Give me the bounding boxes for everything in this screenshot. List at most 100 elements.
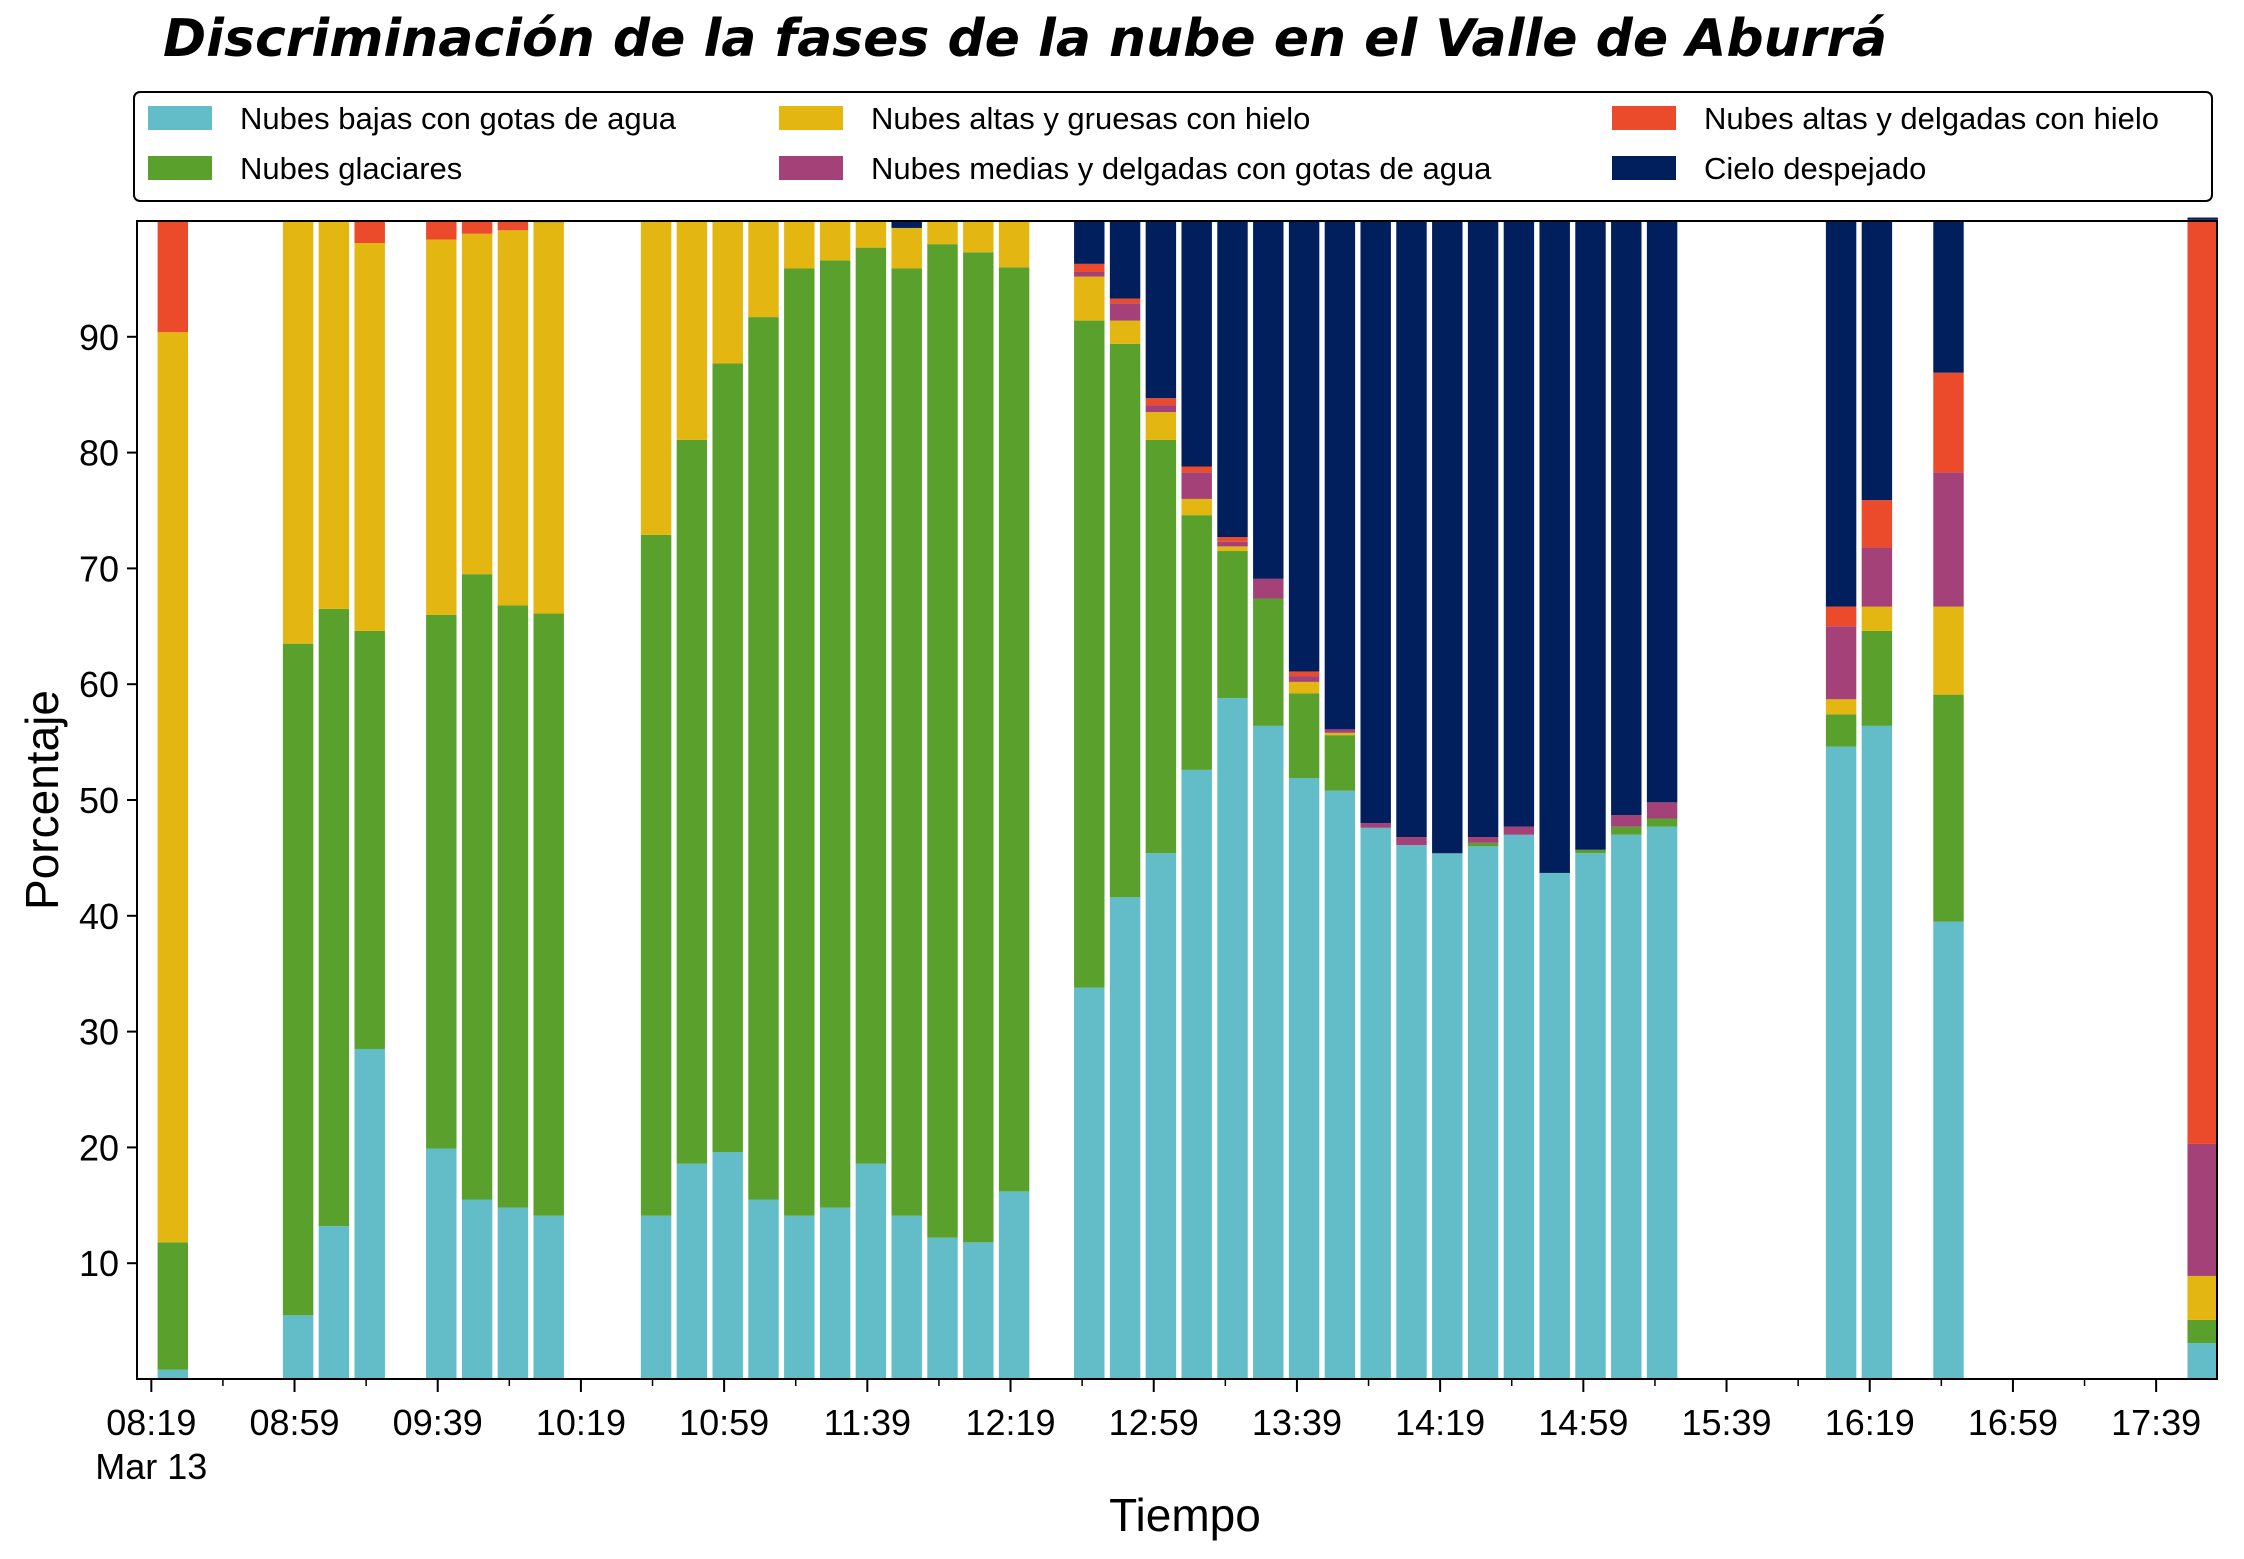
bar-segment-38-nubes-bajas-con-gotas-de-agua [1933, 921, 1964, 1379]
bar-segment-34-nubes-glaciares [1611, 826, 1642, 835]
bar-segment-25-nubes-glaciares [1288, 693, 1320, 778]
bar-segment-15-cielo-despejado [891, 221, 922, 228]
bar-segment-39-nubes-medias-y-delgadas-con-gotas-de-agua [2187, 1143, 2218, 1276]
bar-segment-21-nubes-altas-y-gruesas-con-hielo [1145, 412, 1177, 440]
bar-segment-31-cielo-despejado [1503, 221, 1535, 827]
bar-segment-17-nubes-bajas-con-gotas-de-agua [963, 1242, 994, 1379]
y-axis-label: Porcentaje [16, 690, 68, 910]
bar-segment-14-nubes-bajas-con-gotas-de-agua [855, 1163, 887, 1379]
bar-segment-36-nubes-bajas-con-gotas-de-agua [1825, 746, 1857, 1379]
bar-segment-25-nubes-altas-y-gruesas-con-hielo [1288, 681, 1320, 694]
bar-segment-34-nubes-bajas-con-gotas-de-agua [1611, 834, 1642, 1379]
bar-segment-5-nubes-glaciares [461, 574, 493, 1200]
x-tick-label: 12:59 [1109, 1402, 1199, 1443]
bar-segment-22-nubes-bajas-con-gotas-de-agua [1181, 769, 1212, 1379]
bar-segment-29-nubes-bajas-con-gotas-de-agua [1432, 853, 1463, 1379]
bar-segment-9-nubes-glaciares [676, 439, 708, 1164]
bar-segment-11-nubes-glaciares [748, 317, 779, 1200]
bar-segment-38-nubes-glaciares [1933, 694, 1964, 922]
bar-segment-23-nubes-bajas-con-gotas-de-agua [1217, 698, 1248, 1379]
bar-segment-11-nubes-bajas-con-gotas-de-agua [748, 1199, 779, 1379]
legend: Nubes bajas con gotas de agua Nubes altas… [133, 91, 2213, 202]
bar-segment-23-nubes-altas-y-gruesas-con-hielo [1217, 546, 1248, 552]
bar-segment-5-nubes-altas-y-delgadas-con-hielo [461, 221, 493, 234]
bar-segment-27-cielo-despejado [1360, 221, 1391, 824]
bar-segment-31-nubes-bajas-con-gotas-de-agua [1503, 834, 1535, 1379]
bar-segment-6-nubes-altas-y-delgadas-con-hielo [497, 221, 529, 231]
bar-segment-9-nubes-altas-y-gruesas-con-hielo [676, 221, 708, 440]
x-tick-label: 13:39 [1252, 1402, 1342, 1443]
bar-segment-5-nubes-altas-y-gruesas-con-hielo [461, 233, 493, 575]
bar-segment-25-cielo-despejado [1288, 221, 1320, 672]
bar-segment-30-nubes-glaciares [1467, 842, 1499, 847]
bar-segment-36-cielo-despejado [1825, 221, 1857, 607]
bar-segment-39-nubes-glaciares [2187, 1319, 2218, 1344]
x-tick-label: 09:39 [393, 1402, 483, 1443]
bar-segment-26-nubes-medias-y-delgadas-con-gotas-de-agua [1324, 729, 1356, 733]
bar-segment-26-cielo-despejado [1324, 221, 1356, 730]
x-tick-label: 14:19 [1395, 1402, 1485, 1443]
y-tick-label: 10 [79, 1243, 119, 1284]
bar-segment-34-nubes-medias-y-delgadas-con-gotas-de-agua [1611, 815, 1642, 827]
bar-segment-6-nubes-altas-y-gruesas-con-hielo [497, 230, 529, 606]
bar-segment-7-nubes-altas-y-gruesas-con-hielo [533, 222, 564, 614]
bar-segment-25-nubes-altas-y-delgadas-con-hielo [1288, 671, 1320, 677]
bar-segment-3-nubes-altas-y-delgadas-con-hielo [354, 221, 385, 243]
bar-segment-2-nubes-glaciares [318, 608, 350, 1227]
bar-segment-0-nubes-bajas-con-gotas-de-agua [157, 1369, 189, 1379]
bar-segment-32-cielo-despejado [1539, 221, 1570, 873]
bar-segment-4-nubes-glaciares [426, 614, 457, 1149]
bar-segment-19-nubes-altas-y-gruesas-con-hielo [1074, 276, 1105, 321]
y-tick-label: 50 [79, 780, 119, 821]
bar-segment-20-nubes-altas-y-gruesas-con-hielo [1109, 320, 1141, 344]
y-tick-label: 90 [79, 317, 119, 358]
bar-segment-38-cielo-despejado [1933, 221, 1964, 373]
bar-segment-38-nubes-altas-y-delgadas-con-hielo [1933, 372, 1964, 473]
legend-swatch-nubes-glaciares [148, 156, 212, 180]
y-tick-label: 80 [79, 433, 119, 474]
y-tick-label: 60 [79, 664, 119, 705]
legend-label-cielo-despejado: Cielo despejado [1704, 151, 1926, 186]
x-tick-label: 10:19 [536, 1402, 626, 1443]
bar-segment-24-cielo-despejado [1253, 221, 1284, 579]
bar-segment-3-nubes-glaciares [354, 630, 385, 1049]
legend-swatch-cielo-despejado [1612, 156, 1676, 180]
y-tick-label: 40 [79, 896, 119, 937]
y-axis: 10 20 30 40 50 60 70 80 90 [79, 317, 137, 1284]
bar-segment-2-nubes-altas-y-gruesas-con-hielo [318, 221, 350, 609]
bar-segment-1-nubes-glaciares [282, 643, 314, 1316]
bar-segment-14-nubes-altas-y-gruesas-con-hielo [855, 221, 887, 248]
bar-segment-24-nubes-glaciares [1253, 598, 1284, 726]
bar-segment-28-cielo-despejado [1396, 221, 1427, 838]
bar-segment-16-nubes-glaciares [927, 244, 958, 1238]
bar-segment-22-nubes-altas-y-gruesas-con-hielo [1181, 498, 1212, 516]
bar-segment-24-nubes-bajas-con-gotas-de-agua [1253, 725, 1284, 1379]
bar-segment-20-nubes-glaciares [1109, 343, 1141, 898]
legend-swatch-nubes-bajas-con-gotas-de-agua [148, 106, 212, 130]
bar-segment-6-nubes-bajas-con-gotas-de-agua [497, 1207, 529, 1379]
bar-segment-6-nubes-glaciares [497, 605, 529, 1208]
bar-segment-23-nubes-medias-y-delgadas-con-gotas-de-agua [1217, 541, 1248, 547]
bar-segment-21-cielo-despejado [1145, 221, 1177, 399]
bar-segment-14-nubes-glaciares [855, 247, 887, 1164]
bar-segment-17-nubes-altas-y-gruesas-con-hielo [963, 221, 994, 253]
bar-segment-4-nubes-altas-y-gruesas-con-hielo [426, 239, 457, 615]
bar-segment-20-nubes-altas-y-delgadas-con-hielo [1109, 298, 1141, 304]
legend-label-nubes-altas-y-delgadas-con-hielo: Nubes altas y delgadas con hielo [1704, 101, 2159, 136]
bar-segment-15-nubes-altas-y-gruesas-con-hielo [891, 227, 922, 269]
x-tick-label: 17:39 [2111, 1402, 2201, 1443]
bar-segment-36-nubes-medias-y-delgadas-con-gotas-de-agua [1825, 626, 1857, 700]
bar-segment-1-nubes-altas-y-gruesas-con-hielo [282, 221, 314, 644]
bar-segment-13-nubes-bajas-con-gotas-de-agua [819, 1207, 851, 1379]
bar-segment-23-cielo-despejado [1217, 221, 1248, 538]
bar-segment-7-nubes-bajas-con-gotas-de-agua [533, 1215, 564, 1379]
bar-segment-21-nubes-bajas-con-gotas-de-agua [1145, 853, 1177, 1379]
bar-segment-10-nubes-altas-y-gruesas-con-hielo [712, 221, 743, 364]
bar-segment-35-nubes-medias-y-delgadas-con-gotas-de-agua [1646, 802, 1678, 819]
bar-segment-19-nubes-glaciares [1074, 320, 1105, 988]
bar-segment-36-nubes-glaciares [1825, 714, 1857, 747]
bar-segment-32-nubes-bajas-con-gotas-de-agua [1539, 872, 1570, 1379]
bar-segment-22-nubes-altas-y-delgadas-con-hielo [1181, 466, 1212, 473]
bar-segment-37-nubes-glaciares [1861, 630, 1893, 726]
